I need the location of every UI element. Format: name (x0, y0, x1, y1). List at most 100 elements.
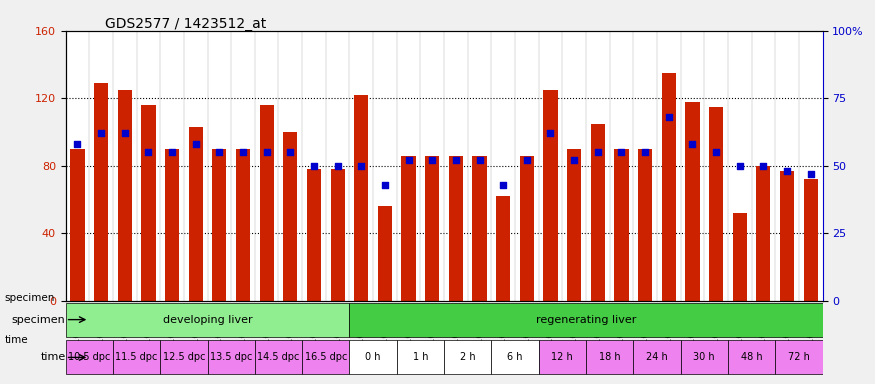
Text: 30 h: 30 h (693, 353, 715, 362)
Point (402, 157, 416, 163)
FancyBboxPatch shape (681, 340, 728, 374)
FancyBboxPatch shape (775, 340, 822, 374)
Bar (378, 206, 392, 301)
Text: 12 h: 12 h (551, 353, 573, 362)
FancyBboxPatch shape (444, 340, 492, 374)
FancyBboxPatch shape (66, 340, 113, 374)
Text: 14.5 dpc: 14.5 dpc (257, 353, 299, 362)
Bar (331, 169, 345, 301)
Bar (567, 149, 581, 301)
Bar (260, 105, 274, 301)
Point (425, 157, 439, 163)
Bar (354, 95, 368, 301)
Bar (614, 149, 628, 301)
Bar (165, 149, 179, 301)
Point (71, 141, 85, 147)
Point (260, 149, 274, 155)
FancyBboxPatch shape (207, 340, 255, 374)
FancyBboxPatch shape (349, 340, 396, 374)
Point (473, 157, 487, 163)
Bar (685, 102, 699, 301)
Point (780, 168, 794, 174)
Bar (496, 196, 510, 301)
Point (662, 114, 676, 120)
Bar (213, 149, 227, 301)
Bar (70, 149, 85, 301)
Point (756, 163, 770, 169)
FancyBboxPatch shape (349, 303, 822, 337)
Point (709, 149, 723, 155)
Point (189, 141, 203, 147)
Bar (662, 73, 676, 301)
Point (685, 141, 699, 147)
Point (284, 149, 298, 155)
Bar (142, 105, 156, 301)
Text: 13.5 dpc: 13.5 dpc (210, 353, 252, 362)
Bar (402, 156, 416, 301)
Point (496, 182, 510, 188)
Text: 16.5 dpc: 16.5 dpc (304, 353, 347, 362)
Bar (756, 166, 771, 301)
FancyBboxPatch shape (492, 340, 539, 374)
Point (307, 163, 321, 169)
Text: 48 h: 48 h (741, 353, 762, 362)
Point (591, 149, 605, 155)
Point (520, 157, 534, 163)
Point (543, 130, 557, 136)
Bar (284, 132, 298, 301)
Point (567, 157, 581, 163)
Text: developing liver: developing liver (163, 314, 252, 324)
Text: specimen: specimen (12, 314, 66, 324)
Bar (425, 156, 439, 301)
Bar (307, 169, 321, 301)
Point (118, 130, 132, 136)
Bar (94, 83, 108, 301)
Bar (803, 179, 818, 301)
Bar (780, 171, 794, 301)
Point (449, 157, 463, 163)
Bar (473, 156, 487, 301)
Bar (591, 124, 605, 301)
FancyBboxPatch shape (255, 340, 302, 374)
Bar (638, 149, 652, 301)
Text: 0 h: 0 h (366, 353, 381, 362)
Text: GDS2577 / 1423512_at: GDS2577 / 1423512_at (105, 17, 266, 31)
Bar (709, 107, 723, 301)
Bar (189, 127, 203, 301)
Text: 1 h: 1 h (413, 353, 428, 362)
FancyBboxPatch shape (634, 340, 681, 374)
Point (331, 163, 345, 169)
FancyBboxPatch shape (728, 340, 775, 374)
Text: 18 h: 18 h (598, 353, 620, 362)
FancyBboxPatch shape (66, 303, 349, 337)
Bar (543, 90, 557, 301)
Point (614, 149, 628, 155)
Point (354, 163, 368, 169)
Text: 24 h: 24 h (646, 353, 668, 362)
Text: time: time (4, 335, 28, 345)
FancyBboxPatch shape (113, 340, 160, 374)
Point (803, 171, 817, 177)
Text: 12.5 dpc: 12.5 dpc (163, 353, 205, 362)
Bar (236, 149, 250, 301)
Point (378, 182, 392, 188)
Text: 2 h: 2 h (460, 353, 475, 362)
Bar (449, 156, 463, 301)
FancyBboxPatch shape (586, 340, 634, 374)
Point (213, 149, 227, 155)
Text: 72 h: 72 h (788, 353, 809, 362)
Text: 11.5 dpc: 11.5 dpc (116, 353, 158, 362)
Bar (117, 90, 132, 301)
Point (732, 163, 746, 169)
Bar (732, 213, 747, 301)
Text: regenerating liver: regenerating liver (536, 314, 636, 324)
FancyBboxPatch shape (396, 340, 444, 374)
Point (94, 130, 108, 136)
FancyBboxPatch shape (302, 340, 349, 374)
Text: 6 h: 6 h (507, 353, 522, 362)
Bar (520, 156, 534, 301)
Text: specimen: specimen (4, 293, 55, 303)
Point (142, 149, 156, 155)
Point (236, 149, 250, 155)
Text: time: time (40, 353, 66, 362)
